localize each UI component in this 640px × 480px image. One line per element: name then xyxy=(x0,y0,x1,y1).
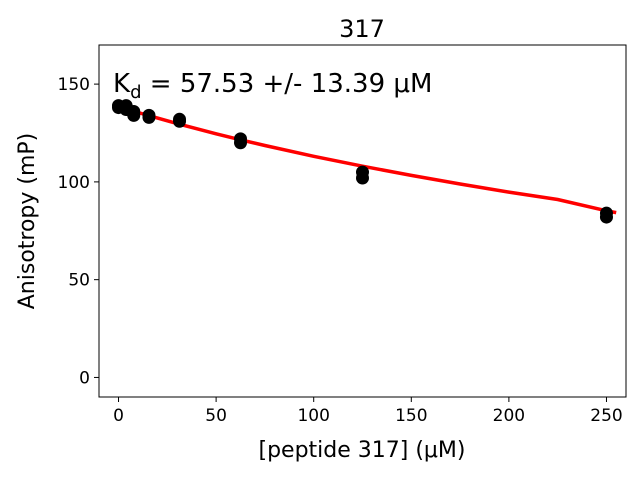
fit-layer xyxy=(117,104,617,215)
x-tick-label: 100 xyxy=(297,406,329,426)
data-point xyxy=(356,171,369,185)
chart-title: 317 xyxy=(339,15,385,43)
data-point xyxy=(127,108,141,122)
y-tick-label: 100 xyxy=(58,173,90,193)
data-point xyxy=(142,110,156,124)
kd-annotation: Kd = 57.53 +/- 13.39 μM xyxy=(113,69,432,103)
data-point xyxy=(599,210,613,224)
x-tick-label: 0 xyxy=(113,406,124,426)
x-axis-label: [peptide 317] (μM) xyxy=(259,438,466,463)
plot-frame xyxy=(98,44,627,398)
data-point xyxy=(173,114,187,128)
x-tick-label: 250 xyxy=(590,406,622,426)
x-tick-label: 50 xyxy=(205,406,227,426)
y-axis-label: Anisotropy (mP) xyxy=(15,133,40,310)
x-tick-label: 200 xyxy=(493,406,525,426)
y-tick-label: 50 xyxy=(68,271,90,291)
kd-annotation-subscript: d xyxy=(130,82,141,103)
kd-annotation-text: = 57.53 +/- 13.39 μM xyxy=(142,69,433,99)
x-tick-label: 150 xyxy=(395,406,427,426)
fit-curve xyxy=(117,104,617,215)
y-tick-label: 0 xyxy=(79,368,90,388)
ticks-layer: 0 50 100 150 200 250 0 50 100 150 xyxy=(58,75,623,426)
data-point xyxy=(234,136,248,150)
points-layer xyxy=(112,99,613,224)
kd-annotation-prefix: K xyxy=(113,69,131,99)
y-tick-label: 150 xyxy=(58,75,90,95)
